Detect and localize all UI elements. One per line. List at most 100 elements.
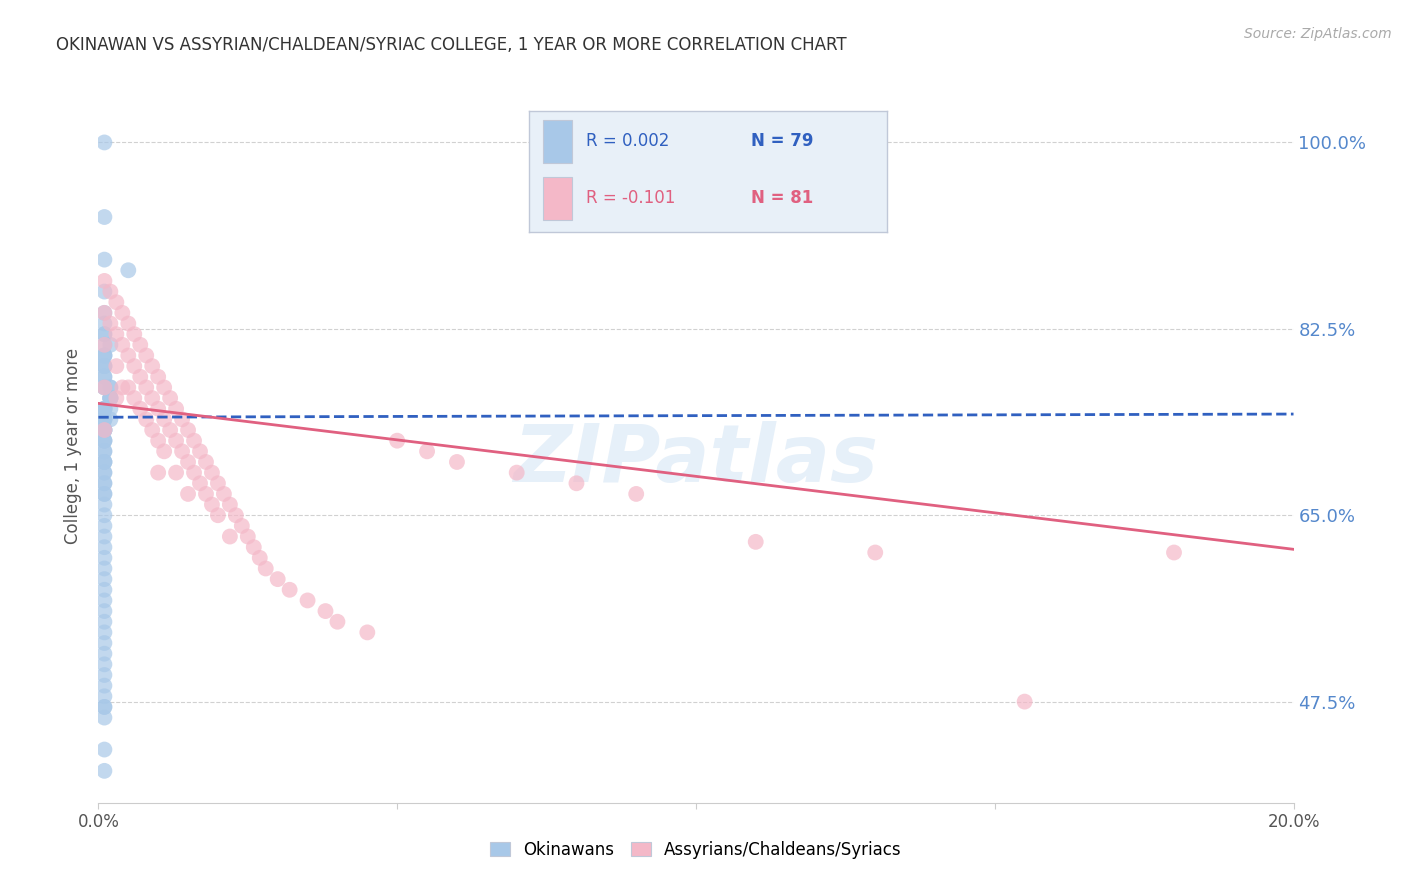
Point	[93, 593, 115, 607]
Point	[129, 401, 152, 416]
Text: OKINAWAN VS ASSYRIAN/CHALDEAN/SYRIAC COLLEGE, 1 YEAR OR MORE CORRELATION CHART: OKINAWAN VS ASSYRIAN/CHALDEAN/SYRIAC COL…	[56, 36, 846, 54]
Point	[93, 306, 115, 320]
Point	[141, 359, 163, 373]
Point	[172, 444, 194, 458]
Point	[153, 412, 176, 426]
Point	[188, 444, 211, 458]
Point	[416, 444, 439, 458]
Point	[93, 423, 115, 437]
Point	[231, 519, 253, 533]
Point	[201, 498, 224, 512]
Point	[124, 359, 146, 373]
Point	[124, 327, 146, 342]
Point	[129, 338, 152, 352]
Point	[93, 349, 115, 363]
Point	[98, 317, 122, 331]
Point	[105, 295, 128, 310]
Point	[93, 540, 115, 554]
Point	[93, 476, 115, 491]
Point	[98, 338, 122, 352]
Point	[93, 455, 115, 469]
Point	[117, 317, 139, 331]
Point	[93, 487, 115, 501]
Point	[177, 423, 200, 437]
Point	[93, 455, 115, 469]
Point	[93, 252, 115, 267]
Point	[111, 306, 134, 320]
Point	[93, 401, 115, 416]
Point	[225, 508, 247, 523]
Point	[93, 434, 115, 448]
Point	[745, 534, 768, 549]
Point	[93, 466, 115, 480]
Point	[315, 604, 337, 618]
Point	[243, 540, 266, 554]
Y-axis label: College, 1 year or more: College, 1 year or more	[65, 348, 83, 544]
Text: Source: ZipAtlas.com: Source: ZipAtlas.com	[1244, 27, 1392, 41]
Point	[93, 519, 115, 533]
Point	[93, 466, 115, 480]
Point	[93, 690, 115, 704]
Point	[117, 263, 139, 277]
Point	[93, 550, 115, 565]
Point	[93, 434, 115, 448]
Point	[93, 444, 115, 458]
Point	[183, 466, 205, 480]
Point	[165, 466, 187, 480]
Point	[148, 369, 170, 384]
Point	[177, 487, 200, 501]
Point	[267, 572, 290, 586]
Point	[148, 434, 170, 448]
Point	[93, 679, 115, 693]
Point	[93, 136, 115, 150]
Point	[93, 274, 115, 288]
Point	[129, 369, 152, 384]
Point	[105, 391, 128, 405]
Point	[93, 572, 115, 586]
Legend: Okinawans, Assyrians/Chaldeans/Syriacs: Okinawans, Assyrians/Chaldeans/Syriacs	[484, 835, 908, 866]
Point	[93, 498, 115, 512]
Point	[207, 508, 229, 523]
Point	[93, 349, 115, 363]
Point	[93, 401, 115, 416]
Point	[135, 412, 157, 426]
Point	[565, 476, 588, 491]
Point	[93, 412, 115, 426]
Point	[93, 529, 115, 543]
Point	[93, 423, 115, 437]
Text: ZIPatlas: ZIPatlas	[513, 421, 879, 500]
Point	[183, 434, 205, 448]
Point	[93, 327, 115, 342]
Point	[98, 391, 122, 405]
Point	[249, 550, 271, 565]
Point	[93, 434, 115, 448]
Point	[177, 455, 200, 469]
Point	[98, 285, 122, 299]
Point	[135, 380, 157, 394]
Point	[506, 466, 529, 480]
Point	[385, 434, 409, 448]
Point	[117, 380, 139, 394]
Point	[212, 487, 235, 501]
Point	[159, 423, 181, 437]
Point	[93, 401, 115, 416]
Point	[326, 615, 349, 629]
Point	[93, 487, 115, 501]
Point	[93, 338, 115, 352]
Point	[93, 380, 115, 394]
Point	[93, 625, 115, 640]
Point	[254, 561, 277, 575]
Point	[446, 455, 468, 469]
Point	[93, 764, 115, 778]
Point	[93, 359, 115, 373]
Point	[153, 380, 176, 394]
Point	[98, 380, 122, 394]
Point	[93, 401, 115, 416]
Point	[236, 529, 259, 543]
Point	[165, 401, 187, 416]
Point	[93, 210, 115, 224]
Point	[207, 476, 229, 491]
Point	[165, 434, 187, 448]
Point	[135, 349, 157, 363]
Point	[141, 423, 163, 437]
